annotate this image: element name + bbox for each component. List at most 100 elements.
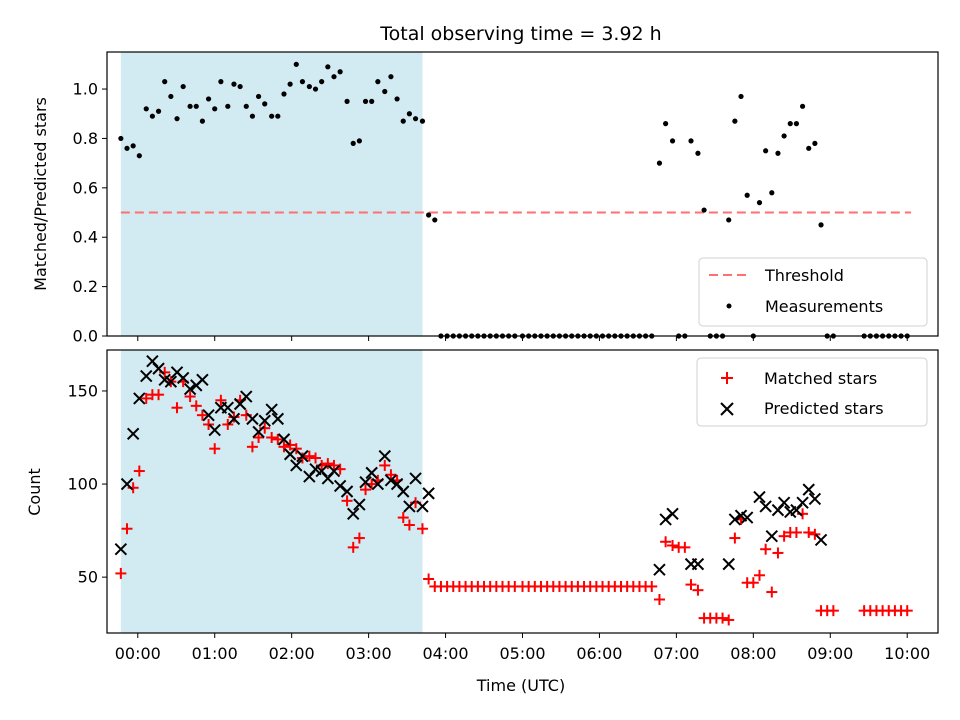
measurement-point	[269, 113, 275, 119]
matched-star-point	[246, 441, 258, 453]
measurement-point	[249, 113, 256, 119]
predicted-star-point	[814, 533, 828, 547]
legend-predicted-swatch	[720, 402, 734, 416]
measurement-point	[732, 118, 738, 124]
matched-star-point	[790, 526, 802, 538]
y-tick-label: 0.4	[73, 228, 98, 247]
measurement-point	[231, 81, 237, 87]
matched-star-point	[310, 452, 322, 464]
top-legend: Threshold Measurements	[698, 257, 928, 327]
predicted-star-point	[120, 477, 134, 491]
measurement-point	[243, 103, 249, 109]
predicted-star-point	[416, 500, 429, 513]
matched-star-point	[901, 605, 913, 617]
measurement-point	[187, 103, 193, 109]
predicted-star-point	[808, 492, 822, 506]
measurement-point	[205, 96, 212, 102]
matched-star-point	[729, 532, 741, 544]
predicted-star-point	[691, 557, 705, 571]
measurement-point	[287, 81, 293, 87]
x-tick-label: 07:00	[653, 644, 699, 663]
measurement-point	[394, 96, 400, 102]
measurement-point	[382, 88, 388, 95]
matched-star-point	[685, 579, 697, 591]
measurement-point	[162, 79, 168, 85]
matched-star-point	[278, 441, 290, 453]
matched-star-point	[328, 459, 340, 471]
measurement-point	[419, 118, 426, 124]
measurement-point	[775, 150, 781, 156]
measurement-point	[426, 212, 432, 218]
bottom-legend: Matched stars Predicted stars	[696, 357, 928, 427]
measurement-point	[237, 83, 243, 90]
matched-star-point	[133, 465, 145, 477]
matched-star-point	[153, 389, 165, 401]
predicted-star-point	[126, 427, 140, 440]
predicted-star-point	[666, 507, 679, 521]
measurement-point	[799, 103, 806, 109]
bottom-y-axis-label: Count	[25, 468, 44, 516]
matched-star-point	[140, 392, 152, 404]
legend-measurements-swatch	[726, 303, 732, 309]
measurement-point	[356, 138, 362, 144]
measurement-point	[337, 69, 343, 75]
top-y-axis-label: Matched/Predicted stars	[31, 97, 50, 291]
predicted-star-point	[152, 362, 165, 375]
predicted-star-point	[740, 511, 754, 524]
matched-star-point	[423, 573, 435, 585]
measurement-point	[168, 93, 174, 100]
y-tick-label: 150	[67, 381, 98, 400]
measurement-point	[174, 116, 180, 122]
x-tick-label: 00:00	[115, 644, 161, 663]
measurement-point	[325, 64, 331, 70]
predicted-star-point	[409, 472, 422, 485]
predicted-star-point	[759, 500, 772, 513]
matched-stars-series	[115, 366, 913, 626]
predicted-star-point	[340, 485, 354, 498]
legend-matched-swatch	[721, 372, 733, 384]
measurement-point	[255, 93, 262, 100]
chart-title: Total observing time = 3.92 h	[379, 23, 661, 45]
measurement-point	[726, 217, 732, 223]
y-tick-label: 0.6	[73, 178, 98, 197]
measurement-point	[695, 150, 701, 156]
legend-predicted-label: Predicted stars	[764, 399, 884, 418]
measurement-point	[738, 93, 744, 100]
y-tick-label: 1.0	[73, 80, 98, 99]
measurement-point	[130, 143, 136, 149]
predicted-star-point	[277, 433, 291, 446]
matched-star-point	[184, 391, 196, 403]
measurement-point	[225, 103, 231, 109]
predicted-star-point	[221, 401, 235, 414]
measurement-point	[388, 74, 394, 80]
predicted-star-point	[347, 507, 360, 521]
predicted-star-point	[176, 371, 190, 385]
predicted-star-point	[133, 392, 146, 405]
predicted-star-point	[265, 403, 278, 416]
matched-star-point	[121, 523, 133, 535]
measurement-point	[701, 207, 707, 213]
predicted-star-point	[365, 466, 378, 480]
measurement-point	[155, 108, 162, 114]
matched-star-point	[209, 443, 221, 455]
observing-window-shade-bottom	[120, 350, 423, 633]
predicted-star-point	[271, 412, 285, 426]
predicted-star-point	[653, 563, 666, 576]
measurement-point	[350, 140, 356, 146]
bottom-y-axis: 50 100 150	[67, 381, 107, 587]
predicted-star-point	[327, 464, 341, 478]
measurement-point	[669, 138, 676, 144]
matched-star-point	[803, 526, 815, 538]
observing-window-shade-top	[120, 52, 423, 336]
matched-star-point	[778, 530, 790, 542]
matched-star-point	[397, 512, 409, 524]
top-plot-frame	[106, 51, 939, 337]
matched-star-point	[723, 614, 735, 626]
measurement-point	[432, 217, 438, 223]
measurement-point	[812, 140, 818, 146]
predicted-star-point	[371, 477, 385, 491]
measurement-point	[663, 121, 669, 127]
matched-star-point	[772, 547, 784, 559]
matched-star-point	[171, 402, 183, 414]
top-panel: 0.0 0.2 0.4 0.6 0.8 1.0 Matched/Predicted sta…	[31, 51, 939, 346]
